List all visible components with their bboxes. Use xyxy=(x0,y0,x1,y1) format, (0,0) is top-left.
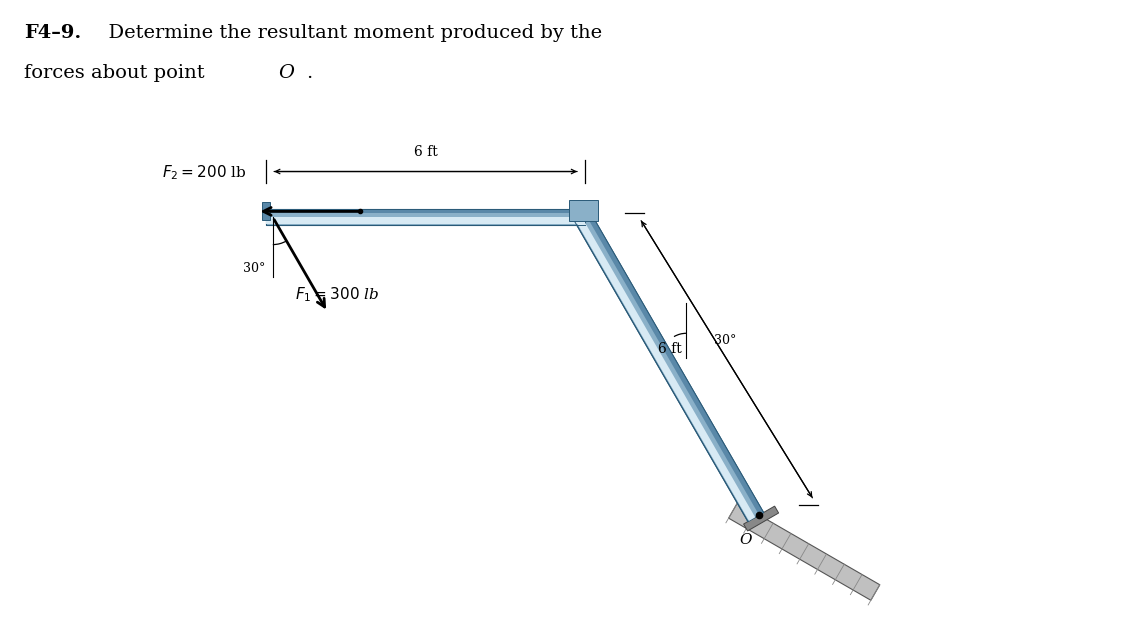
Text: 30°: 30° xyxy=(714,333,737,347)
Polygon shape xyxy=(267,209,585,214)
Polygon shape xyxy=(574,211,764,522)
Text: 30°: 30° xyxy=(243,262,266,275)
Text: Determine the resultant moment produced by the: Determine the resultant moment produced … xyxy=(96,24,602,42)
Text: F4–9.: F4–9. xyxy=(25,24,82,42)
Text: $F_2 = 200$ lb: $F_2 = 200$ lb xyxy=(162,163,246,182)
Text: .: . xyxy=(306,64,313,82)
Polygon shape xyxy=(569,201,597,221)
Text: forces about point: forces about point xyxy=(25,64,212,82)
Polygon shape xyxy=(262,202,270,220)
Text: 6 ft: 6 ft xyxy=(414,145,438,158)
Polygon shape xyxy=(267,209,585,225)
Text: 6 ft: 6 ft xyxy=(658,342,682,356)
Polygon shape xyxy=(744,506,778,531)
Polygon shape xyxy=(267,217,585,224)
Text: O: O xyxy=(739,533,752,547)
Polygon shape xyxy=(585,211,764,515)
Polygon shape xyxy=(575,215,755,521)
Text: $F_1 = 300$ lb: $F_1 = 300$ lb xyxy=(296,286,379,304)
Polygon shape xyxy=(729,502,880,601)
Text: O: O xyxy=(278,64,295,82)
